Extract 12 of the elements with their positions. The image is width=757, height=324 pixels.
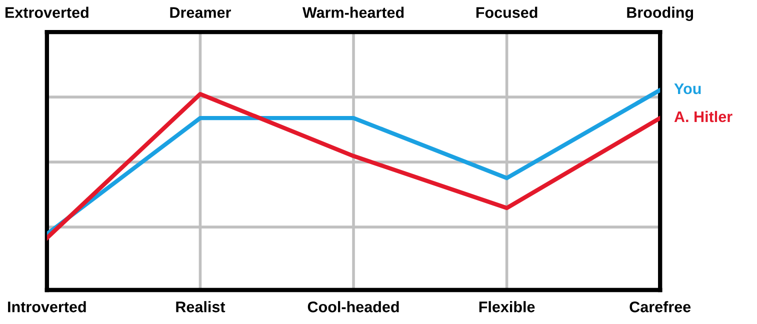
text: Extroverted: [6, 6, 88, 18]
series-label: A. Hitler: [674, 110, 732, 122]
x-tick-label: Carefree: [630, 301, 691, 312]
x-tick-label: Cool-headed: [308, 301, 399, 312]
text: Dreamer: [170, 7, 231, 18]
series-label: You: [674, 83, 701, 94]
x-tick-label: Flexible: [479, 301, 535, 312]
x-tick-label: Realist: [176, 301, 226, 312]
text: Warm-hearted: [302, 6, 404, 18]
text: Focused: [476, 6, 538, 18]
x-tick-label: Introverted: [8, 301, 86, 312]
text: Brooding: [627, 6, 694, 21]
